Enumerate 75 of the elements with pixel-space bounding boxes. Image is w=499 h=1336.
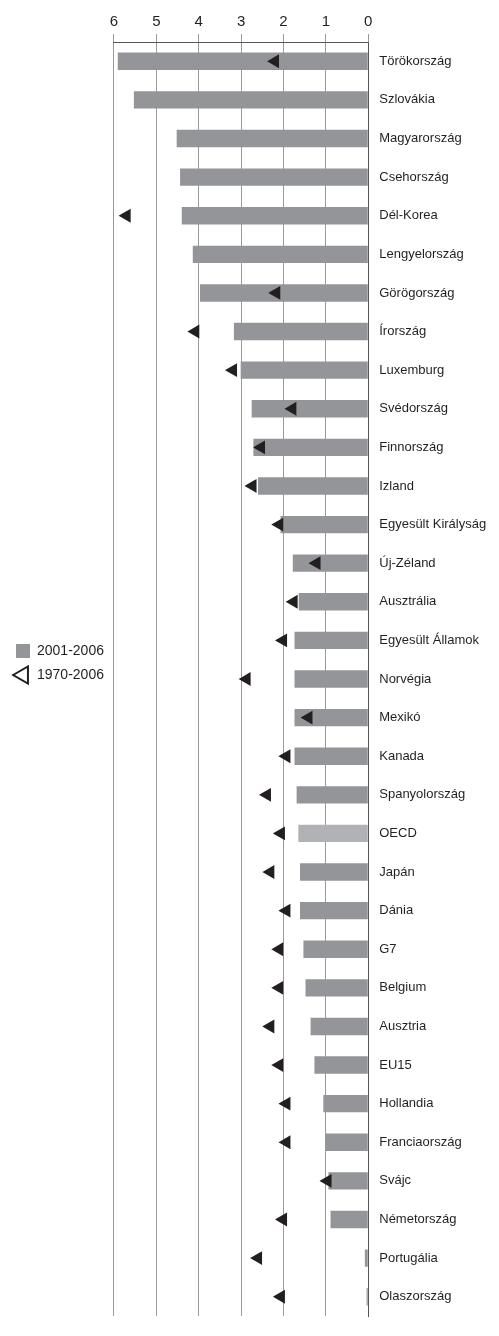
y-tick-label: Izland [379, 477, 414, 493]
x-tick-label: 1 [321, 12, 331, 30]
y-tick-label: Egyesült Államok [379, 631, 480, 647]
y-tick-label: Egyesült Királyság [379, 516, 487, 532]
y-tick-label: Luxemburg [379, 361, 445, 377]
bar [328, 1172, 368, 1190]
y-tick-label: Csehország [379, 168, 449, 184]
point [268, 55, 280, 68]
point [119, 209, 131, 222]
y-tick-label: Olaszország [379, 1288, 452, 1304]
y-tick-label: Portugália [379, 1249, 439, 1265]
point [239, 672, 251, 686]
x-tick-label: 4 [194, 12, 203, 30]
x-tick-label: 5 [152, 12, 161, 30]
y-tick-label: Németország [379, 1211, 457, 1227]
y-tick-label: Finnország [379, 438, 444, 454]
legend-label: 2001-2006 [37, 641, 105, 658]
y-tick-label: Kanada [379, 747, 425, 763]
y-tick-label: Görögország [379, 284, 455, 300]
point [251, 1251, 263, 1265]
y-tick-label: Belgium [379, 979, 427, 995]
y-tick-label: G7 [379, 940, 397, 956]
y-tick-label: Új-Zéland [379, 554, 436, 570]
y-tick-label: OECD [379, 825, 417, 840]
y-tick-label: Törökország [379, 52, 452, 68]
y-tick-label: Svájc [379, 1172, 412, 1188]
point [301, 711, 313, 724]
y-tick-label: Írország [379, 323, 427, 339]
y-tick-label: Japán [379, 863, 415, 879]
point [263, 865, 275, 879]
y-tick-label: Ausztria [379, 1018, 427, 1034]
point [272, 943, 284, 956]
point [273, 1290, 285, 1303]
point [259, 788, 271, 802]
y-tick-label: Hollandia [379, 1095, 435, 1111]
y-tick-label: Mexikó [379, 709, 421, 725]
x-tick-label: 0 [364, 12, 373, 30]
point [226, 363, 238, 377]
point [272, 518, 284, 531]
point [309, 556, 321, 570]
point [263, 1020, 275, 1033]
x-tick-label: 6 [109, 12, 119, 30]
bar [298, 824, 368, 843]
bar [364, 1249, 368, 1267]
point [254, 441, 266, 454]
y-tick-label: Svédország [379, 400, 448, 416]
point [279, 750, 291, 763]
point [272, 1058, 284, 1072]
x-tick-label: 2 [279, 12, 288, 30]
y-tick-label: Magyarország [379, 130, 462, 146]
point [188, 325, 200, 338]
y-tick-label: Ausztrália [379, 593, 438, 609]
y-tick-label: Franciaország [379, 1133, 462, 1149]
point [285, 402, 297, 415]
y-tick-label: Szlovákia [379, 91, 436, 107]
y-tick-label: Dél-Korea [379, 207, 439, 223]
x-tick-label: 3 [236, 12, 246, 30]
y-tick-label: Lengyelország [379, 245, 464, 261]
point [286, 595, 298, 608]
y-tick-label: Dánia [379, 902, 414, 918]
y-tick-label: Spanyolország [379, 786, 466, 802]
legend-label: 1970-2006 [37, 665, 105, 682]
point [279, 1136, 291, 1149]
y-tick-label: EU15 [379, 1056, 412, 1072]
point [279, 904, 291, 917]
point [320, 1174, 332, 1188]
point [245, 479, 257, 493]
point [279, 1097, 291, 1110]
point [269, 286, 281, 300]
point [276, 634, 288, 647]
point [273, 827, 285, 840]
y-tick-label: Norvégia [379, 670, 433, 686]
point [276, 1213, 288, 1226]
bar [330, 1210, 368, 1229]
point [272, 981, 284, 995]
